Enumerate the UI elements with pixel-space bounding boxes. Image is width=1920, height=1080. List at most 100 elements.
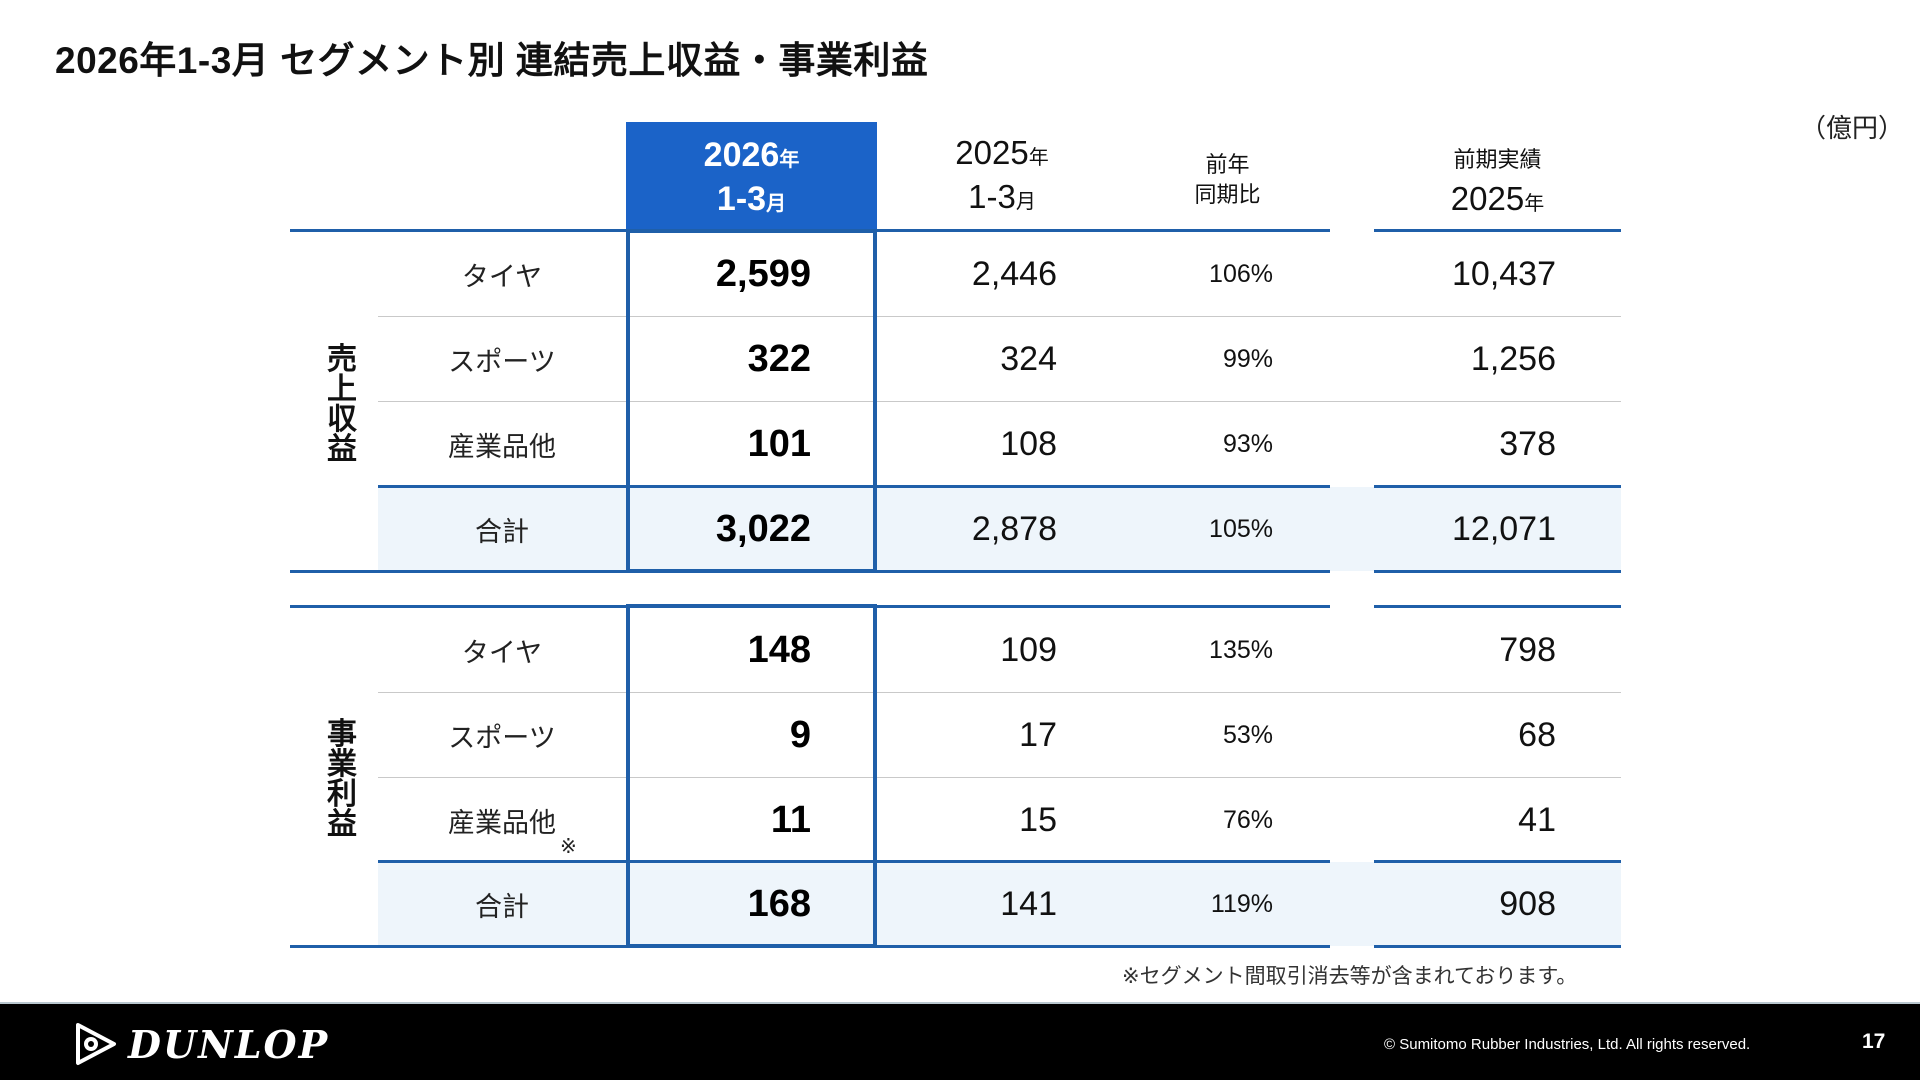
header-current-period: 2026年 1-3月 <box>626 122 877 230</box>
footnote-mark: ※ <box>560 836 577 858</box>
section-label-char: 業 <box>327 748 357 781</box>
row-divider <box>1374 777 1621 778</box>
profit-total-shade-last <box>1374 862 1621 946</box>
header-previous-period-suffix: 月 <box>1015 191 1036 213</box>
header-previous-period-range: 1-3 <box>968 178 1016 215</box>
table-row: 産業品他 ※ 11 15 76% 41 <box>0 778 1920 862</box>
header-ratio-line1: 前年 <box>1205 152 1250 177</box>
section-label-char: 上 <box>327 373 357 406</box>
header-current-year: 2026 <box>703 136 780 174</box>
section-label-char: 益 <box>327 433 357 466</box>
current-value: 322 <box>747 337 811 380</box>
header-previous-year-suffix: 年 <box>1028 147 1049 169</box>
row-divider <box>378 777 1412 778</box>
current-value: 2,599 <box>715 252 811 295</box>
yoy-ratio: 119% <box>1210 889 1273 918</box>
yoy-ratio: 105% <box>1209 514 1273 543</box>
row-divider <box>1374 316 1621 317</box>
section-line <box>1374 945 1621 948</box>
row-divider <box>1374 401 1621 402</box>
header-last-year-year: 2025 <box>1450 180 1525 217</box>
section-label-char: 利 <box>327 778 357 811</box>
last-year-value: 1,256 <box>1470 339 1556 378</box>
header-last-year-line1: 前期実績 <box>1453 147 1542 172</box>
section-line <box>1374 229 1621 232</box>
header-yoy-ratio: 前年 同期比 <box>1150 150 1305 210</box>
previous-value: 17 <box>1019 715 1057 754</box>
header-current-period-suffix: 月 <box>766 193 787 215</box>
row-divider <box>378 692 1412 693</box>
segment-name: 合計 <box>475 516 529 547</box>
last-year-value: 12,071 <box>1452 509 1556 548</box>
table-row-total: 合計 3,022 2,878 105% 12,071 <box>0 487 1920 571</box>
yoy-ratio: 135% <box>1209 635 1273 664</box>
header-current-year-suffix: 年 <box>779 149 800 171</box>
header-current-period-range: 1-3 <box>716 180 767 218</box>
unit-label: （億円） <box>1800 113 1905 143</box>
segment-name: 合計 <box>475 891 529 922</box>
dunlop-flying-d-icon <box>76 1023 116 1065</box>
segment-name: タイヤ <box>461 261 543 292</box>
table-row: タイヤ 148 109 135% 798 <box>0 608 1920 692</box>
yoy-ratio: 76% <box>1222 805 1273 834</box>
section-label-profit: 事 業 利 益 <box>322 720 362 840</box>
section-line <box>1374 570 1621 573</box>
section-line <box>1374 860 1621 863</box>
last-year-value: 10,437 <box>1452 254 1556 293</box>
last-year-value: 908 <box>1499 884 1556 923</box>
segment-name: 産業品他 <box>448 431 556 462</box>
yoy-ratio: 93% <box>1222 429 1273 458</box>
previous-value: 2,878 <box>971 509 1057 548</box>
section-line <box>378 860 1330 863</box>
section-label-char: 益 <box>327 808 357 841</box>
yoy-ratio: 106% <box>1209 259 1273 288</box>
section-label-char: 収 <box>327 403 357 436</box>
segment-name: 産業品他 <box>448 807 556 838</box>
section-line <box>1374 485 1621 488</box>
previous-value: 2,446 <box>971 254 1057 293</box>
segment-name: スポーツ <box>448 722 556 753</box>
table-row: スポーツ 9 17 53% 68 <box>0 693 1920 777</box>
current-value: 101 <box>747 422 811 465</box>
row-divider <box>378 401 1412 402</box>
current-value: 9 <box>789 713 811 756</box>
footnote: ※セグメント間取引消去等が含まれております。 <box>1122 965 1578 988</box>
previous-value: 141 <box>1000 884 1057 923</box>
table-row-total: 合計 168 141 119% 908 <box>0 862 1920 946</box>
footer-divider <box>0 1002 1920 1004</box>
logo-text: DUNLOP <box>128 1021 330 1067</box>
header-ratio-line2: 同期比 <box>1194 182 1261 207</box>
current-value: 168 <box>747 882 811 925</box>
last-year-value: 798 <box>1499 630 1556 669</box>
copyright: © Sumitomo Rubber Industries, Ltd. All r… <box>1384 1036 1751 1053</box>
last-year-value: 68 <box>1518 715 1556 754</box>
section-label-char: 売 <box>327 343 357 376</box>
segment-name: タイヤ <box>461 637 543 668</box>
previous-value: 15 <box>1019 800 1057 839</box>
last-year-value: 378 <box>1499 424 1556 463</box>
yoy-ratio: 53% <box>1222 720 1273 749</box>
current-period-highlight-profit <box>626 604 877 948</box>
yoy-ratio: 99% <box>1222 344 1273 373</box>
section-label-char: 事 <box>327 718 357 751</box>
page-title: 2026年1-3月 セグメント別 連結売上収益・事業利益 <box>55 40 929 81</box>
page-number: 17 <box>1862 1030 1886 1053</box>
previous-value: 108 <box>1000 424 1057 463</box>
header-last-year-suffix: 年 <box>1524 193 1545 215</box>
header-last-year-actual: 前期実績 2025年 <box>1374 142 1621 218</box>
current-value: 3,022 <box>715 507 811 550</box>
row-divider <box>1374 692 1621 693</box>
header-previous-period: 2025年 1-3月 <box>877 134 1127 216</box>
revenue-total-shade-last <box>1374 487 1621 571</box>
current-period-highlight-revenue <box>626 229 877 573</box>
table-row: タイヤ 2,599 2,446 106% 10,437 <box>0 232 1920 316</box>
dunlop-logo: DUNLOP <box>74 1019 329 1069</box>
profit-total-shade <box>378 862 1412 946</box>
section-line <box>378 485 1330 488</box>
segment-name: スポーツ <box>448 346 556 377</box>
header-previous-year: 2025 <box>955 134 1029 171</box>
section-label-revenue: 売 上 収 益 <box>322 345 362 465</box>
table-row: スポーツ 322 324 99% 1,256 <box>0 317 1920 401</box>
footer-bar <box>0 1004 1920 1080</box>
current-value: 11 <box>770 798 811 841</box>
